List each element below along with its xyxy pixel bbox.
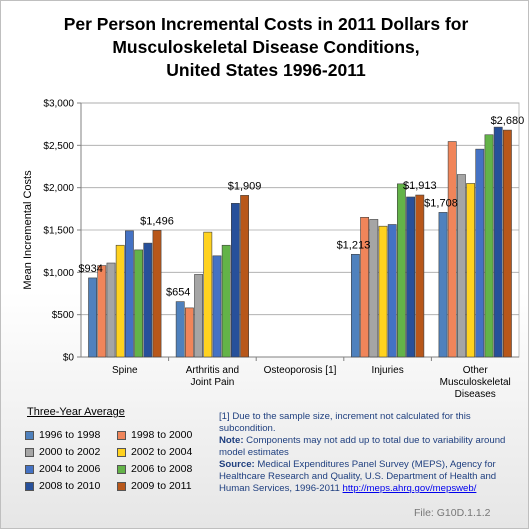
legend-label: 2008 to 2010 [39, 480, 101, 492]
x-tick-label: Arthritis and [186, 365, 239, 376]
legend-swatch [117, 430, 126, 440]
x-tick-label: Injuries [371, 365, 403, 376]
data-label: $1,913 [403, 180, 437, 192]
y-tick-label: $3,000 [43, 99, 74, 110]
legend: 1996 to 1998 1998 to 2000 2000 to 2002 2002… [25, 429, 205, 492]
data-label: $654 [166, 287, 190, 299]
chart-title: Per Person Incremental Costs in 2011 Dol… [41, 13, 491, 82]
data-label: $1,909 [228, 180, 262, 192]
bar [502, 129, 512, 358]
legend-item: 2002 to 2004 [117, 446, 207, 458]
legend-item: 2004 to 2006 [25, 463, 115, 475]
bar [438, 212, 448, 358]
x-tick-label: Musculoskeletal [440, 377, 511, 388]
bar [106, 262, 116, 358]
bar [396, 183, 406, 358]
legend-item: 2008 to 2010 [25, 480, 115, 492]
bar [466, 183, 475, 358]
legend-item: 1998 to 2000 [117, 429, 207, 441]
legend-swatch [25, 430, 34, 440]
source-label: Source: [219, 459, 255, 470]
legend-swatch [25, 481, 34, 491]
source-text: Medical Expenditures Panel Survey (MEPS)… [219, 459, 497, 494]
legend-label: 2006 to 2008 [131, 463, 193, 475]
x-tick-label: Osteoporosis [1] [264, 365, 337, 376]
y-tick-label: $2,500 [43, 141, 74, 152]
data-label: $934 [78, 263, 102, 275]
y-tick-label: $1,500 [43, 226, 74, 237]
bar [493, 126, 503, 358]
legend-label: 2000 to 2002 [39, 446, 101, 458]
x-tick-label: Other [463, 365, 489, 376]
legend-label: 2002 to 2004 [131, 446, 193, 458]
y-tick-label: $500 [52, 310, 75, 321]
chart-title-line-1: Per Person Incremental Costs in 2011 Dol… [63, 14, 469, 34]
y-tick-label: $0 [63, 353, 75, 364]
bar [406, 196, 415, 358]
data-label: $1,213 [337, 239, 371, 251]
legend-label: 1998 to 2000 [131, 429, 193, 441]
x-tick-label: Joint Pain [190, 377, 234, 388]
data-label: $2,680 [491, 115, 525, 127]
bar [97, 265, 107, 358]
bar [212, 255, 222, 358]
bar [221, 244, 231, 358]
data-label: $1,708 [424, 197, 458, 209]
bar [350, 253, 360, 358]
legend-swatch [25, 447, 34, 457]
data-label: $1,496 [140, 215, 174, 227]
bar [484, 134, 494, 358]
chart-title-line-2: Musculoskeletal Disease Conditions, [112, 37, 420, 57]
chart-title-line-3: United States 1996-2011 [166, 60, 366, 80]
bar [152, 230, 162, 358]
legend-swatch [117, 464, 126, 474]
bar [125, 230, 134, 358]
legend-item: 2009 to 2011 [117, 480, 207, 492]
footnote: [1] Due to the sample size, increment no… [219, 411, 471, 434]
legend-item: 2000 to 2002 [25, 446, 115, 458]
notes-block: [1] Due to the sample size, increment no… [219, 411, 519, 495]
legend-label: 2004 to 2006 [39, 463, 101, 475]
bar [88, 277, 97, 358]
note-label: Note: [219, 435, 244, 446]
legend-item: 1996 to 1998 [25, 429, 115, 441]
note-line: Note: Components may not add up to total… [219, 435, 519, 459]
x-tick-label: Spine [112, 365, 138, 376]
y-tick-label: $2,000 [43, 183, 74, 194]
bar [387, 224, 397, 358]
bar [378, 225, 388, 358]
file-label: File: G10D.1.1.2 [414, 507, 491, 519]
bar [175, 301, 185, 358]
note-text: Components may not add up to total due t… [219, 435, 506, 458]
bar [203, 231, 213, 358]
legend-title: Three-Year Average [27, 406, 125, 418]
bar [415, 194, 425, 358]
legend-label: 2009 to 2011 [131, 480, 192, 492]
bar [240, 195, 249, 358]
bar [231, 203, 240, 358]
y-tick-label: $1,000 [43, 268, 74, 279]
bar [447, 141, 457, 358]
bar [194, 274, 203, 358]
legend-swatch [117, 447, 126, 457]
legend-swatch [25, 464, 34, 474]
bar [369, 219, 379, 358]
legend-label: 1996 to 1998 [39, 429, 101, 441]
bar [115, 244, 125, 358]
source-link[interactable]: http://meps.ahrq.gov/mepsweb/ [342, 483, 477, 494]
legend-item: 2006 to 2008 [117, 463, 207, 475]
bar [456, 174, 466, 358]
bar [185, 307, 194, 358]
bar [143, 242, 153, 358]
bar [475, 148, 485, 358]
x-tick-label: Diseases [455, 389, 496, 400]
y-axis-label: Mean Incremental Costs [22, 170, 34, 290]
bar [134, 249, 143, 358]
source-line: Source: Medical Expenditures Panel Surve… [219, 459, 519, 495]
legend-swatch [117, 481, 126, 491]
bar [360, 217, 369, 358]
